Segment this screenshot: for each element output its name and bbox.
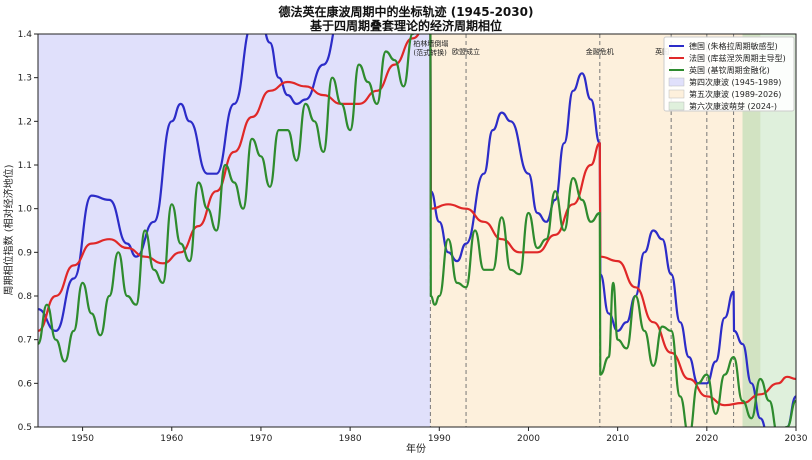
x-tick-label-8: 2020 — [695, 434, 718, 444]
legend-label-series-2: 法国 (库兹涅茨周期主导型) — [689, 53, 786, 63]
y-tick-label-7: 1.1 — [18, 161, 32, 171]
legend-label-series-3: 英国 (基钦周期金融化) — [689, 65, 770, 75]
legend-swatch-region-2 — [668, 89, 685, 99]
y-tick-label-4: 0.8 — [18, 292, 33, 302]
plot-area: 柏林墙倒塌(范式转换) 欧盟成立 金融危机 英国 1950 1960 1970 1980 199… — [18, 30, 808, 444]
chart-subtitle: 基于四周期叠套理论的经济周期相位 — [309, 18, 502, 33]
legend-swatch-region-1 — [668, 77, 685, 87]
y-tick-label-8: 1.2 — [18, 117, 32, 127]
y-tick-label-9: 1.3 — [18, 74, 32, 84]
y-tick-label-10: 1.4 — [18, 30, 33, 40]
y-tick-label-3: 0.7 — [18, 336, 32, 346]
x-tick-label-5: 1990 — [428, 434, 451, 444]
region-overlap-band — [742, 34, 761, 427]
y-axis-label: 周期相位指数 (相对经济地位) — [2, 164, 15, 295]
event-label-1: 柏林墙倒塌 — [413, 39, 448, 48]
legend-label-region-3: 第六次康波萌芽 (2024-) — [689, 101, 777, 111]
legend-box — [663, 36, 795, 112]
x-tick-label-9: 2030 — [785, 434, 808, 444]
y-tick-label-1: 0.5 — [18, 423, 32, 433]
legend-swatch-region-3 — [668, 101, 685, 111]
legend-label-region-1: 第四次康波 (1945-1989) — [689, 77, 781, 87]
series-line-3 — [38, 34, 796, 427]
event-label-4: 英国 — [655, 47, 669, 56]
event-sublabel-1: (范式转换) — [413, 48, 447, 57]
series-group — [38, 34, 796, 427]
event-label-2: 欧盟成立 — [452, 47, 480, 56]
x-tick-label-4: 1980 — [339, 434, 362, 444]
y-tick-label-2: 0.6 — [18, 379, 33, 389]
legend-label-region-2: 第五次康波 (1989-2026) — [689, 89, 781, 99]
legend-label-series-1: 德国 (朱格拉周期敏感型) — [689, 41, 778, 51]
x-tick-label-3: 1970 — [249, 434, 272, 444]
y-tick-label-5: 0.9 — [18, 248, 33, 258]
chart-title: 德法英在康波周期中的坐标轨迹 (1945-2030) — [279, 4, 534, 19]
x-tick-label-7: 2010 — [606, 434, 629, 444]
x-tick-label-1: 1950 — [71, 434, 94, 444]
event-label-3: 金融危机 — [586, 47, 614, 56]
x-tick-label-2: 1960 — [160, 434, 183, 444]
x-tick-label-6: 2000 — [517, 434, 540, 444]
y-tick-label-6: 1.0 — [18, 205, 33, 215]
plot-frame — [37, 33, 797, 428]
x-axis-label: 年份 — [406, 442, 426, 455]
